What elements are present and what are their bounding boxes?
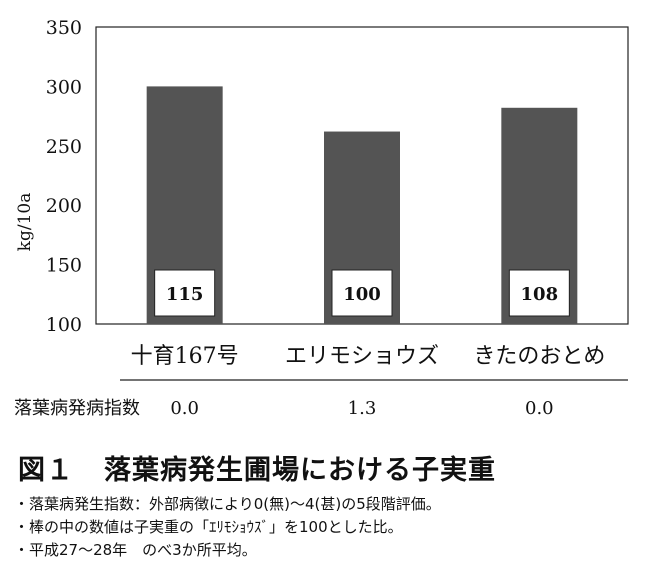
figure-title: 図１ 落葉病発生圃場における子実重	[18, 448, 496, 487]
figure-number: 図１	[18, 455, 74, 486]
note-line: ・棒の中の数値は子実重の「ｴﾘﾓｼｮｳｽﾞ」を100とした比。	[14, 518, 403, 536]
y-tick-label: 350	[46, 17, 82, 39]
x-axis-categories: 十育167号 エリモショウズ きたのおとめ	[131, 344, 606, 369]
plot-area: 115 100 108	[95, 26, 629, 325]
disease-index-row: 落葉病発病指数 0.0 1.3 0.0	[14, 398, 554, 419]
bar-value-label: 100	[343, 284, 381, 305]
y-tick-label: 150	[46, 255, 82, 277]
disease-index-value: 0.0	[525, 398, 554, 419]
disease-index-label: 落葉病発病指数	[14, 398, 140, 419]
disease-index-value: 0.0	[170, 398, 199, 419]
x-category-label: 十育167号	[131, 344, 239, 369]
bar-value-label: 115	[166, 284, 204, 305]
bar-value-box	[154, 269, 216, 317]
x-category-label: エリモショウズ	[285, 344, 439, 369]
y-tick-label: 250	[46, 136, 82, 158]
disease-index-value: 1.3	[348, 398, 377, 419]
y-axis-label: kg/10a	[15, 193, 35, 252]
y-tick-label: 300	[46, 76, 82, 98]
note-line: ・落葉病発生指数：外部病徴により0(無)～4(甚)の5段階評価。	[14, 495, 441, 513]
y-tick-label: 200	[46, 195, 82, 217]
bar-value-label: 108	[521, 284, 559, 305]
bar-value-box	[331, 269, 393, 317]
note-line: ・平成27～28年 のべ3か所平均。	[14, 541, 257, 559]
figure-title-text: 落葉病発生圃場における子実重	[104, 455, 496, 486]
y-tick-label: 100	[46, 314, 82, 336]
bar-chart: 115 100 108 kg/10a 350 300 250 200 150 100 十育16…	[14, 17, 629, 419]
figure-notes: ・落葉病発生指数：外部病徴により0(無)～4(甚)の5段階評価。 ・棒の中の数値…	[14, 493, 441, 562]
bar-value-box	[508, 269, 570, 317]
x-category-label: きたのおとめ	[473, 344, 605, 369]
y-axis-ticks: 350 300 250 200 150 100	[46, 17, 82, 336]
